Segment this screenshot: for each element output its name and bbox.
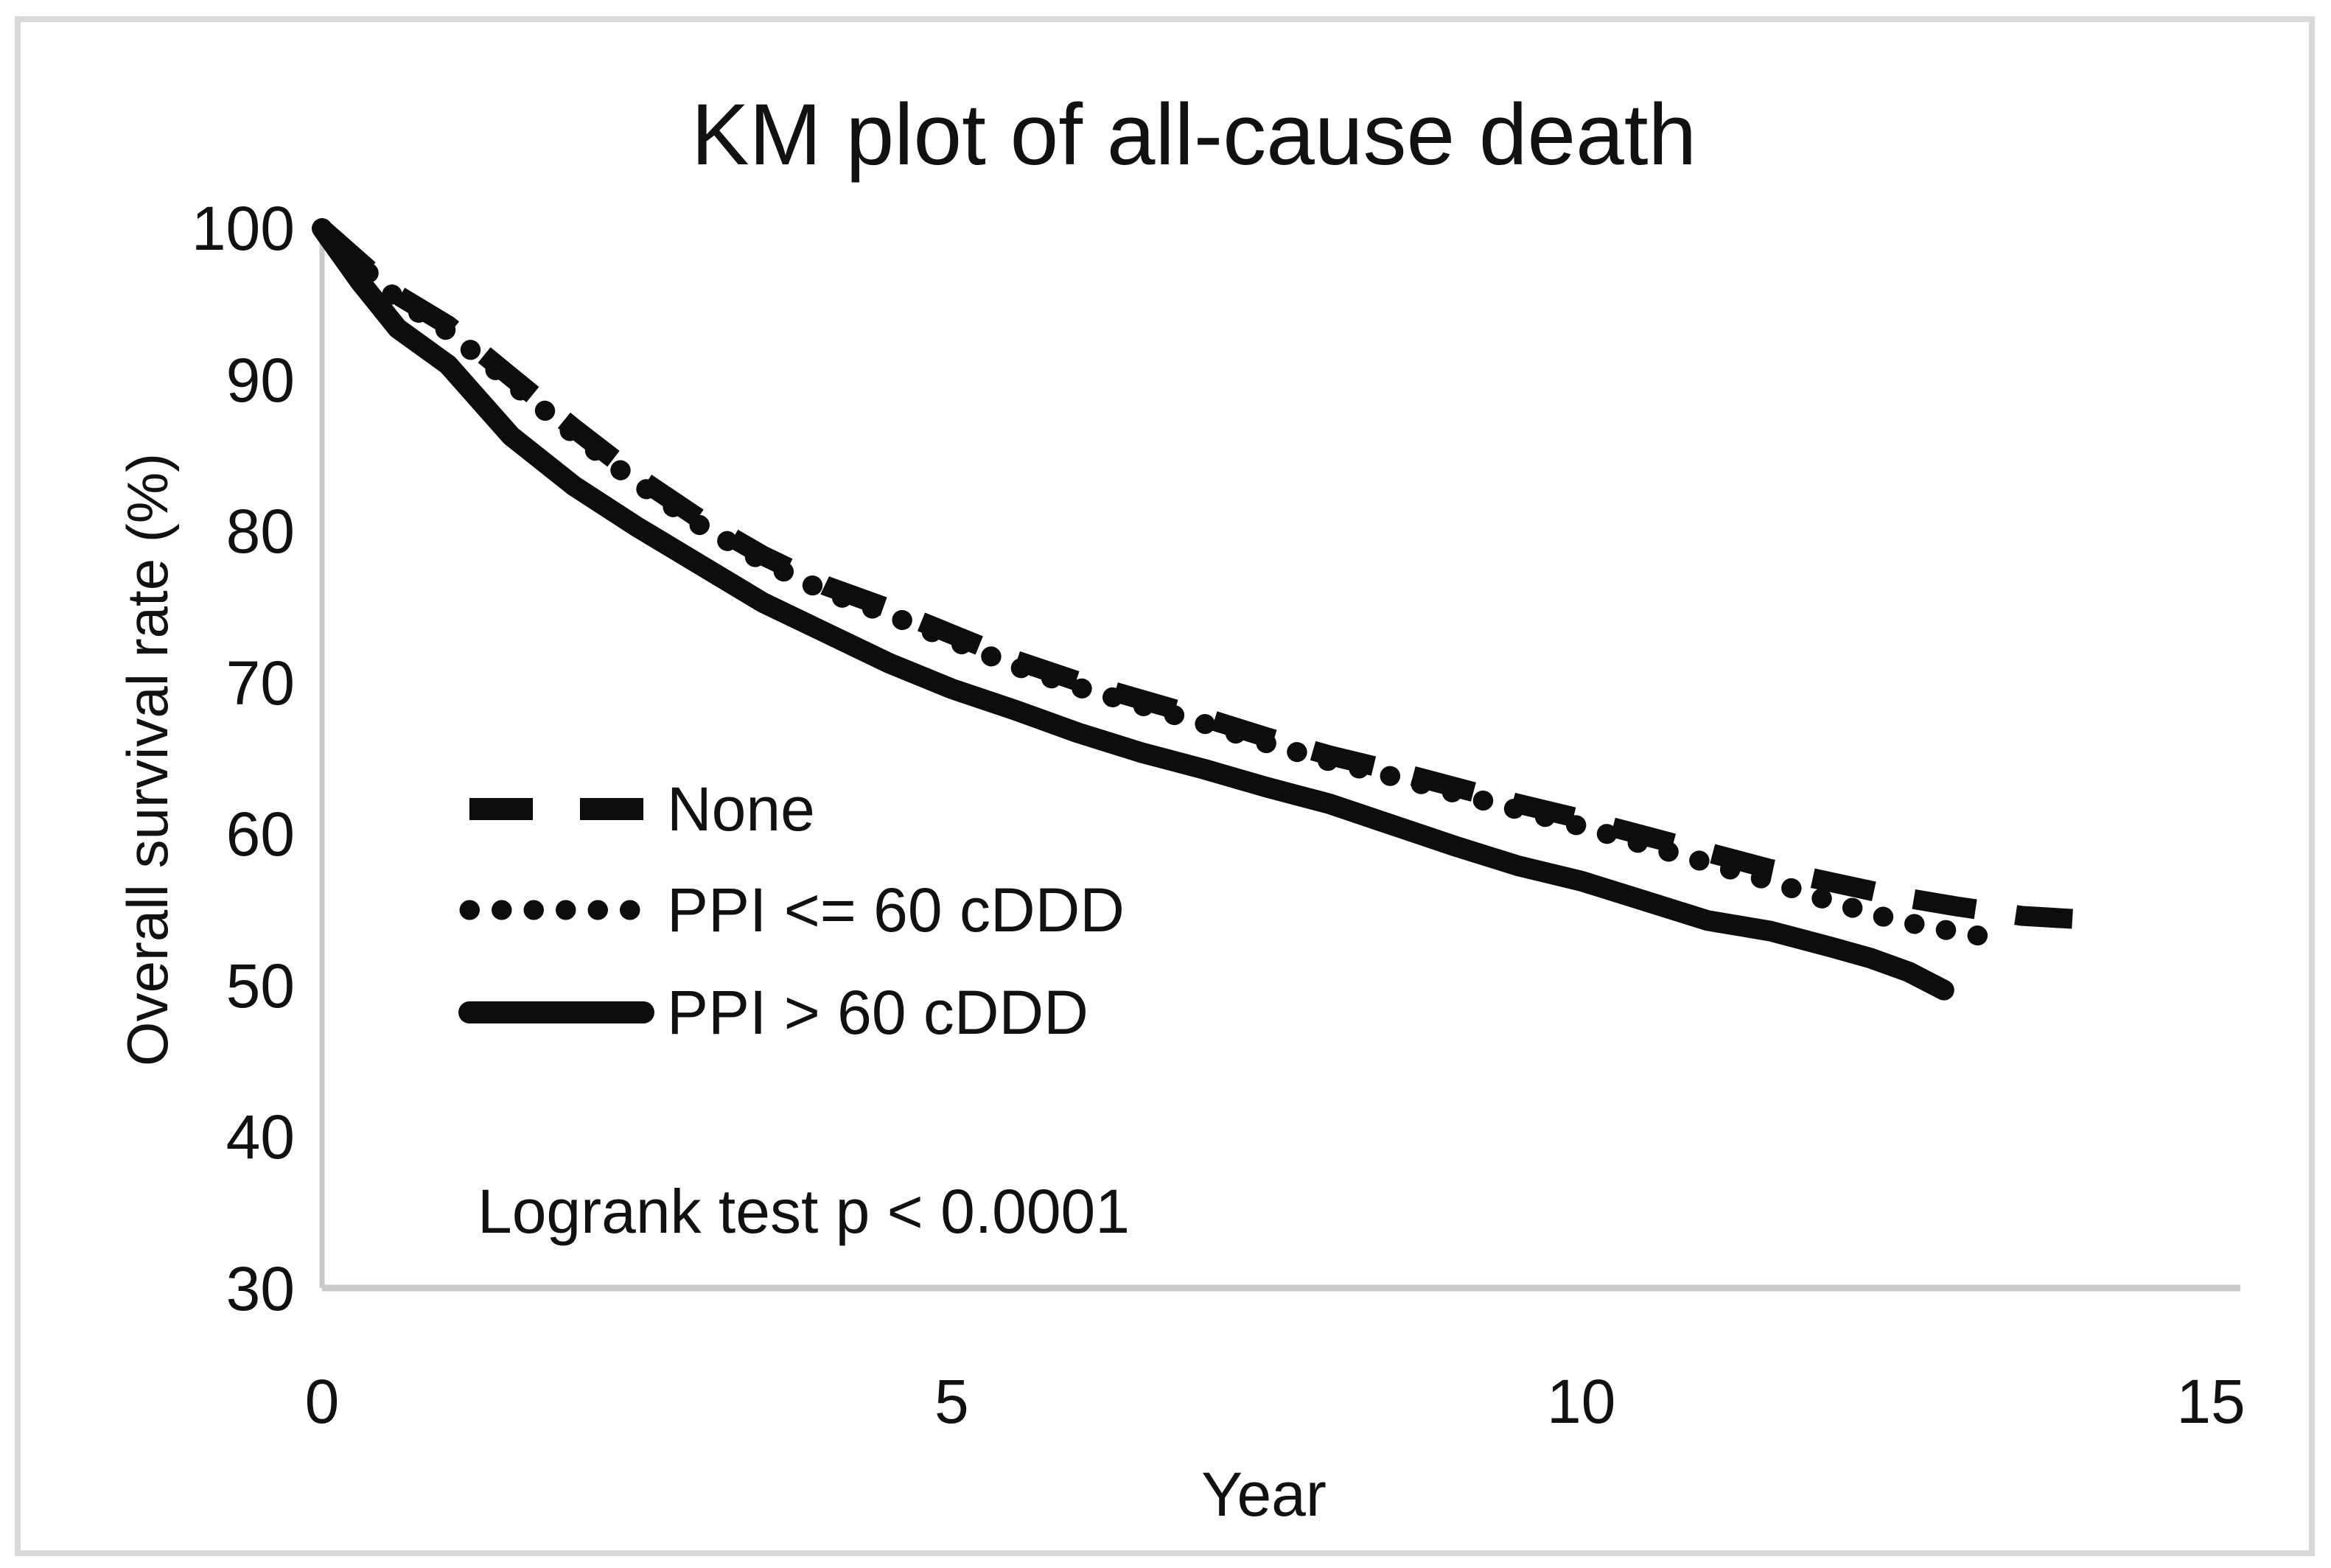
survival-curve-ppi-60-cddd: [312, 218, 1954, 1001]
legend-label-ppi-gt-60: PPI > 60 cDDD: [667, 978, 1088, 1047]
y-tick-60: 60: [226, 799, 295, 869]
legend-label-none: None: [667, 774, 815, 844]
y-tick-40: 40: [226, 1102, 295, 1172]
y-tick-30: 30: [226, 1253, 295, 1323]
x-tick-0: 0: [304, 1367, 340, 1436]
x-tick-5: 5: [934, 1367, 969, 1436]
y-tick-100: 100: [191, 194, 295, 263]
x-axis-title: Year: [1201, 1460, 1327, 1529]
survival-curve-ppi-60-cddd: [312, 218, 2007, 949]
figure-border-frame: [15, 16, 2315, 1556]
y-tick-50: 50: [226, 951, 295, 1021]
y-tick-80: 80: [226, 497, 295, 566]
y-tick-70: 70: [226, 648, 295, 718]
x-tick-15: 15: [2176, 1367, 2246, 1436]
x-tick-10: 10: [1546, 1367, 1616, 1436]
logrank-annotation: Logrank test p < 0.0001: [478, 1177, 1130, 1246]
chart-title: KM plot of all-cause death: [691, 86, 1697, 183]
legend-label-ppi-le-60: PPI <= 60 cDDD: [667, 875, 1125, 945]
y-tick-90: 90: [226, 345, 295, 415]
